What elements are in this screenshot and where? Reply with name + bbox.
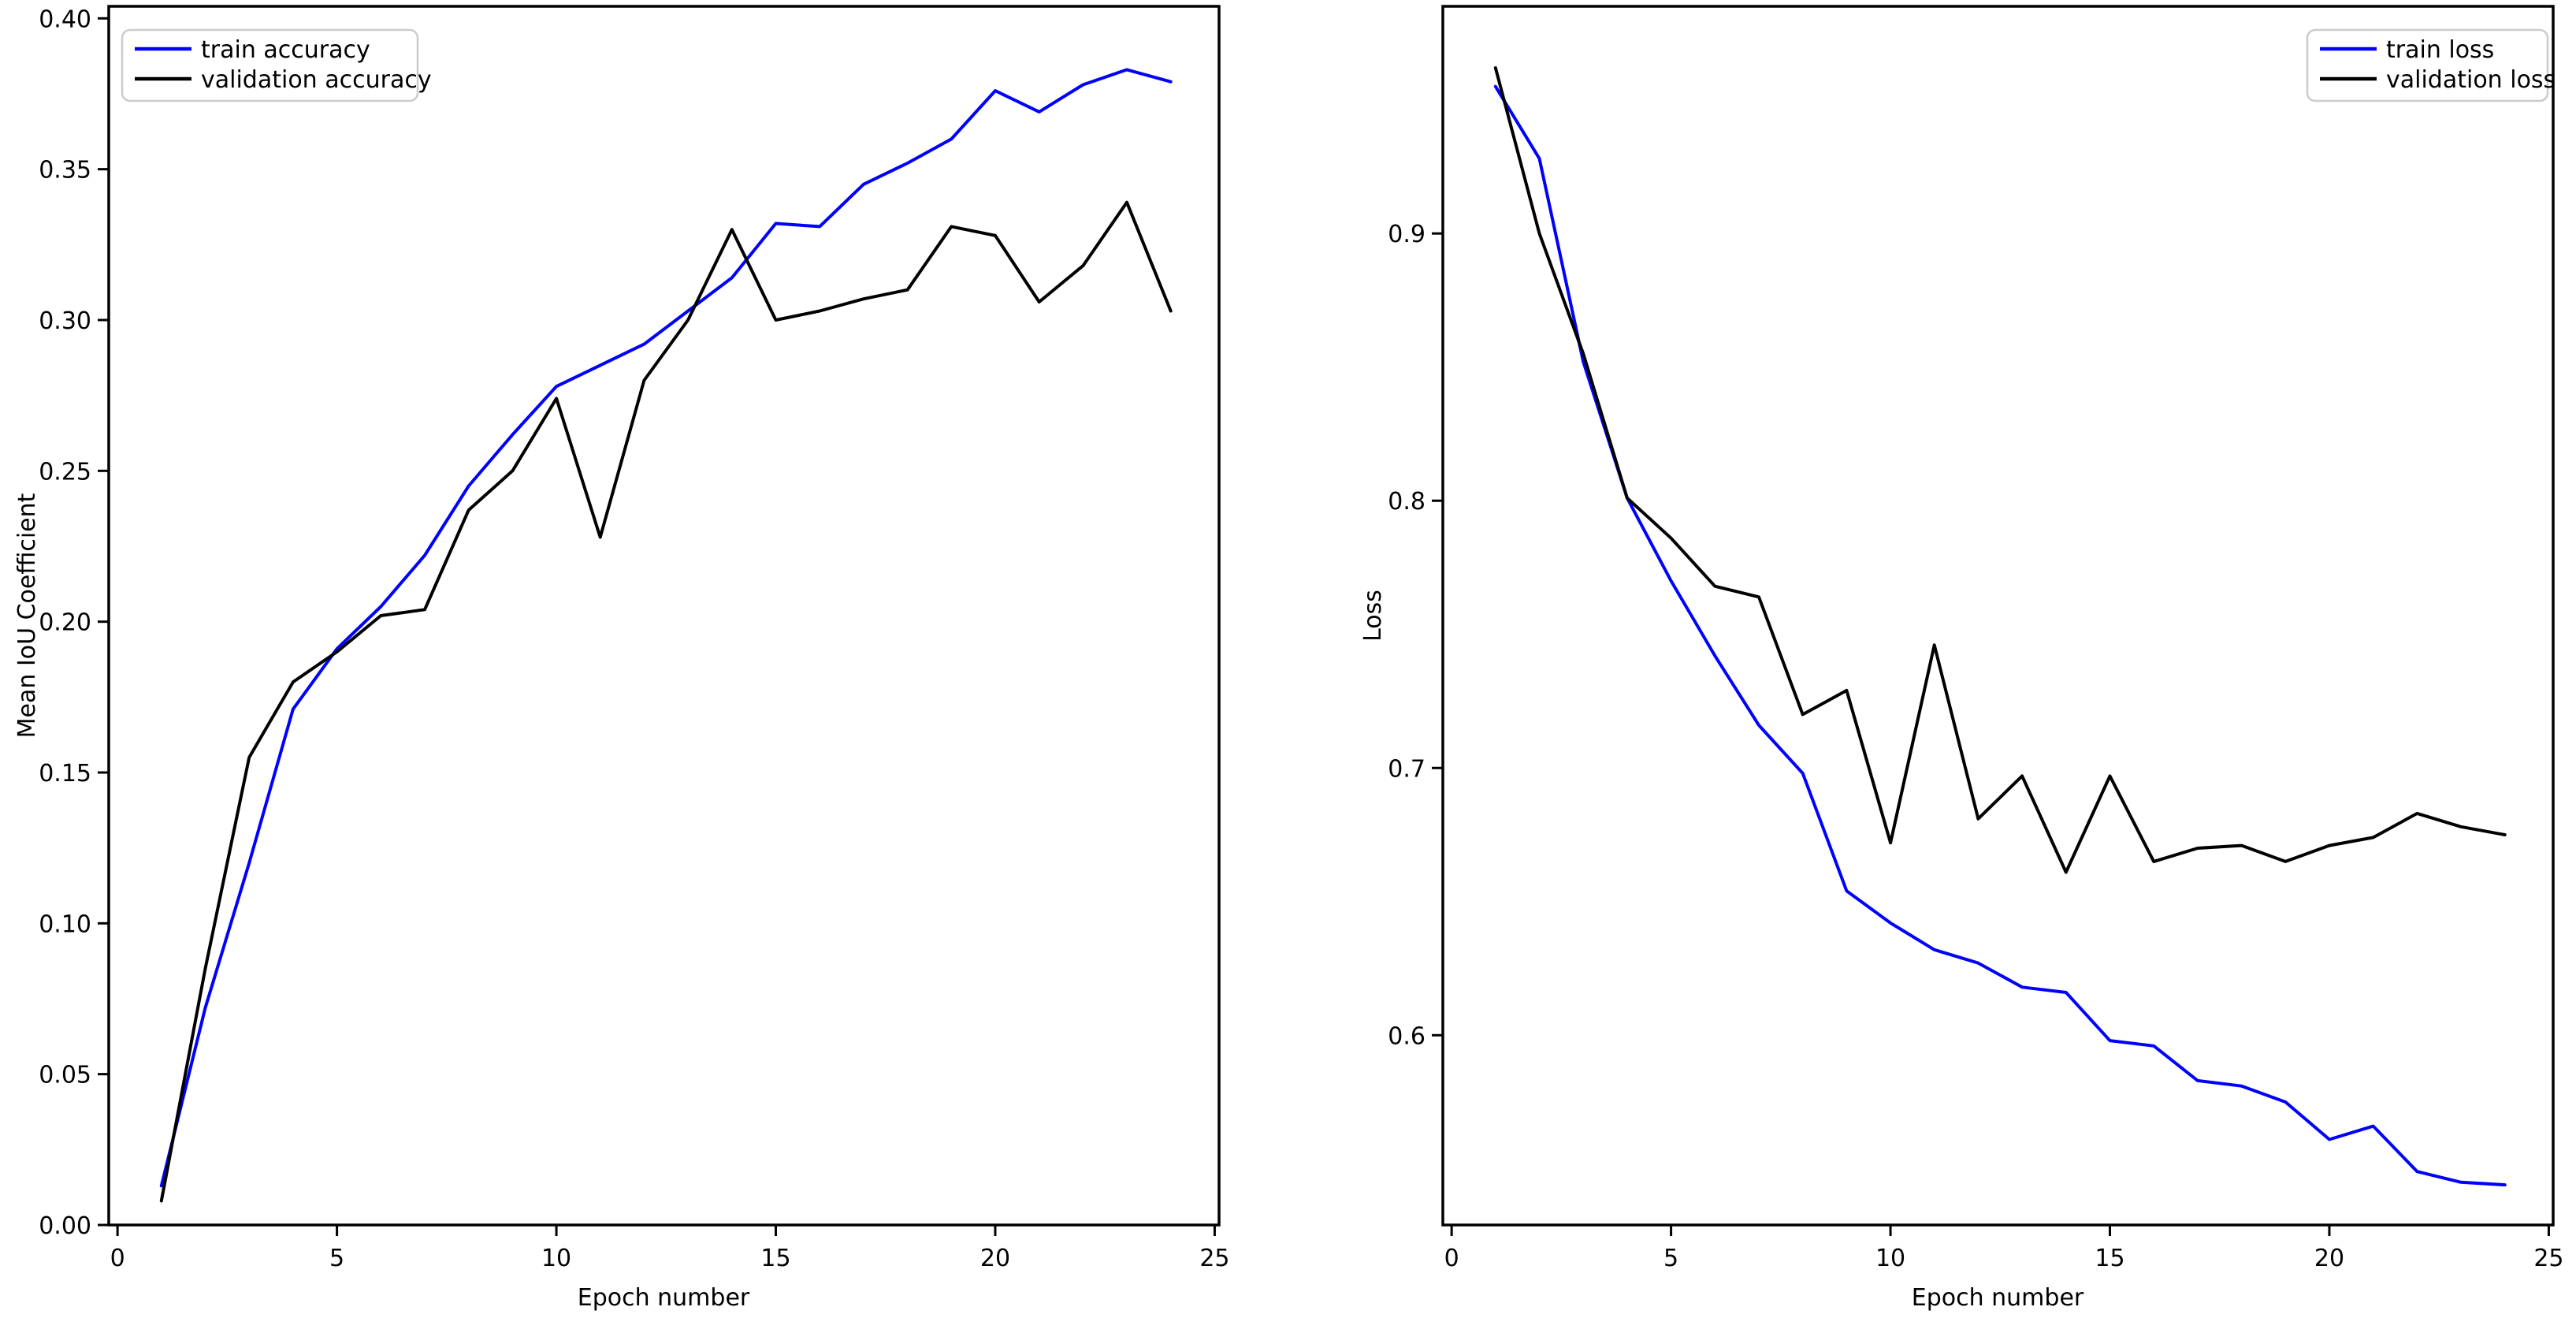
x-tick-label-0: 0 xyxy=(110,1245,125,1272)
left-x-axis-label: Epoch number xyxy=(578,1284,750,1312)
y-tick-label-1: 0.05 xyxy=(39,1062,91,1089)
y-tick-label-3: 0.15 xyxy=(39,760,91,787)
x-tick-label-1: 5 xyxy=(329,1245,344,1272)
left-y-axis-label: Mean IoU Coefficient xyxy=(13,493,41,738)
validation-loss-line xyxy=(1493,66,2507,874)
y-tick-label-8: 0.40 xyxy=(39,6,91,33)
axes-frame xyxy=(1441,5,2555,1227)
x-tick-label-2: 10 xyxy=(1875,1245,1905,1272)
y-tick-label-3: 0.9 xyxy=(1388,221,1426,248)
y-tick-label-2: 0.10 xyxy=(39,910,91,938)
y-tick-label-0: 0.6 xyxy=(1388,1022,1426,1050)
x-tick-label-5: 25 xyxy=(2533,1245,2563,1272)
left-chart: 0 5 10 15 20 25 0.00 0.05 0.10 0.15 0.20 0.25 0.30 0.… xyxy=(39,5,1230,1272)
x-tick-label-4: 20 xyxy=(2314,1245,2344,1272)
y-tick-label-7: 0.35 xyxy=(39,157,91,184)
train-accuracy-line xyxy=(159,68,1173,1188)
legend-label-validation-accuracy: validation accuracy xyxy=(201,66,432,94)
legend-box xyxy=(121,28,419,102)
y-tick-label-5: 0.25 xyxy=(39,458,91,486)
right-chart: 0 5 10 15 20 25 0.6 0.7 0.8 0.9 train lossvalidati… xyxy=(1388,5,2564,1272)
legend-label-validation-loss: validation loss xyxy=(2386,66,2556,94)
axes-frame xyxy=(107,5,1221,1227)
train-loss-line xyxy=(1493,84,2507,1187)
x-tick-label-5: 25 xyxy=(1199,1245,1229,1272)
y-tick-label-2: 0.8 xyxy=(1388,488,1426,516)
right-x-axis-label: Epoch number xyxy=(1912,1284,2084,1312)
right-y-axis-label: Loss xyxy=(1359,590,1387,642)
legend-label-train-loss: train loss xyxy=(2386,36,2494,64)
x-tick-label-0: 0 xyxy=(1444,1245,1459,1272)
y-tick-label-1: 0.7 xyxy=(1388,755,1426,783)
y-tick-label-6: 0.30 xyxy=(39,307,91,335)
x-tick-label-3: 15 xyxy=(760,1245,790,1272)
x-tick-label-1: 5 xyxy=(1663,1245,1678,1272)
x-tick-label-3: 15 xyxy=(2095,1245,2124,1272)
x-tick-label-4: 20 xyxy=(980,1245,1010,1272)
y-tick-label-0: 0.00 xyxy=(39,1212,91,1240)
x-tick-label-2: 10 xyxy=(541,1245,571,1272)
legend-label-train-accuracy: train accuracy xyxy=(201,36,370,64)
validation-accuracy-line xyxy=(159,200,1173,1203)
y-tick-label-4: 0.20 xyxy=(39,609,91,637)
